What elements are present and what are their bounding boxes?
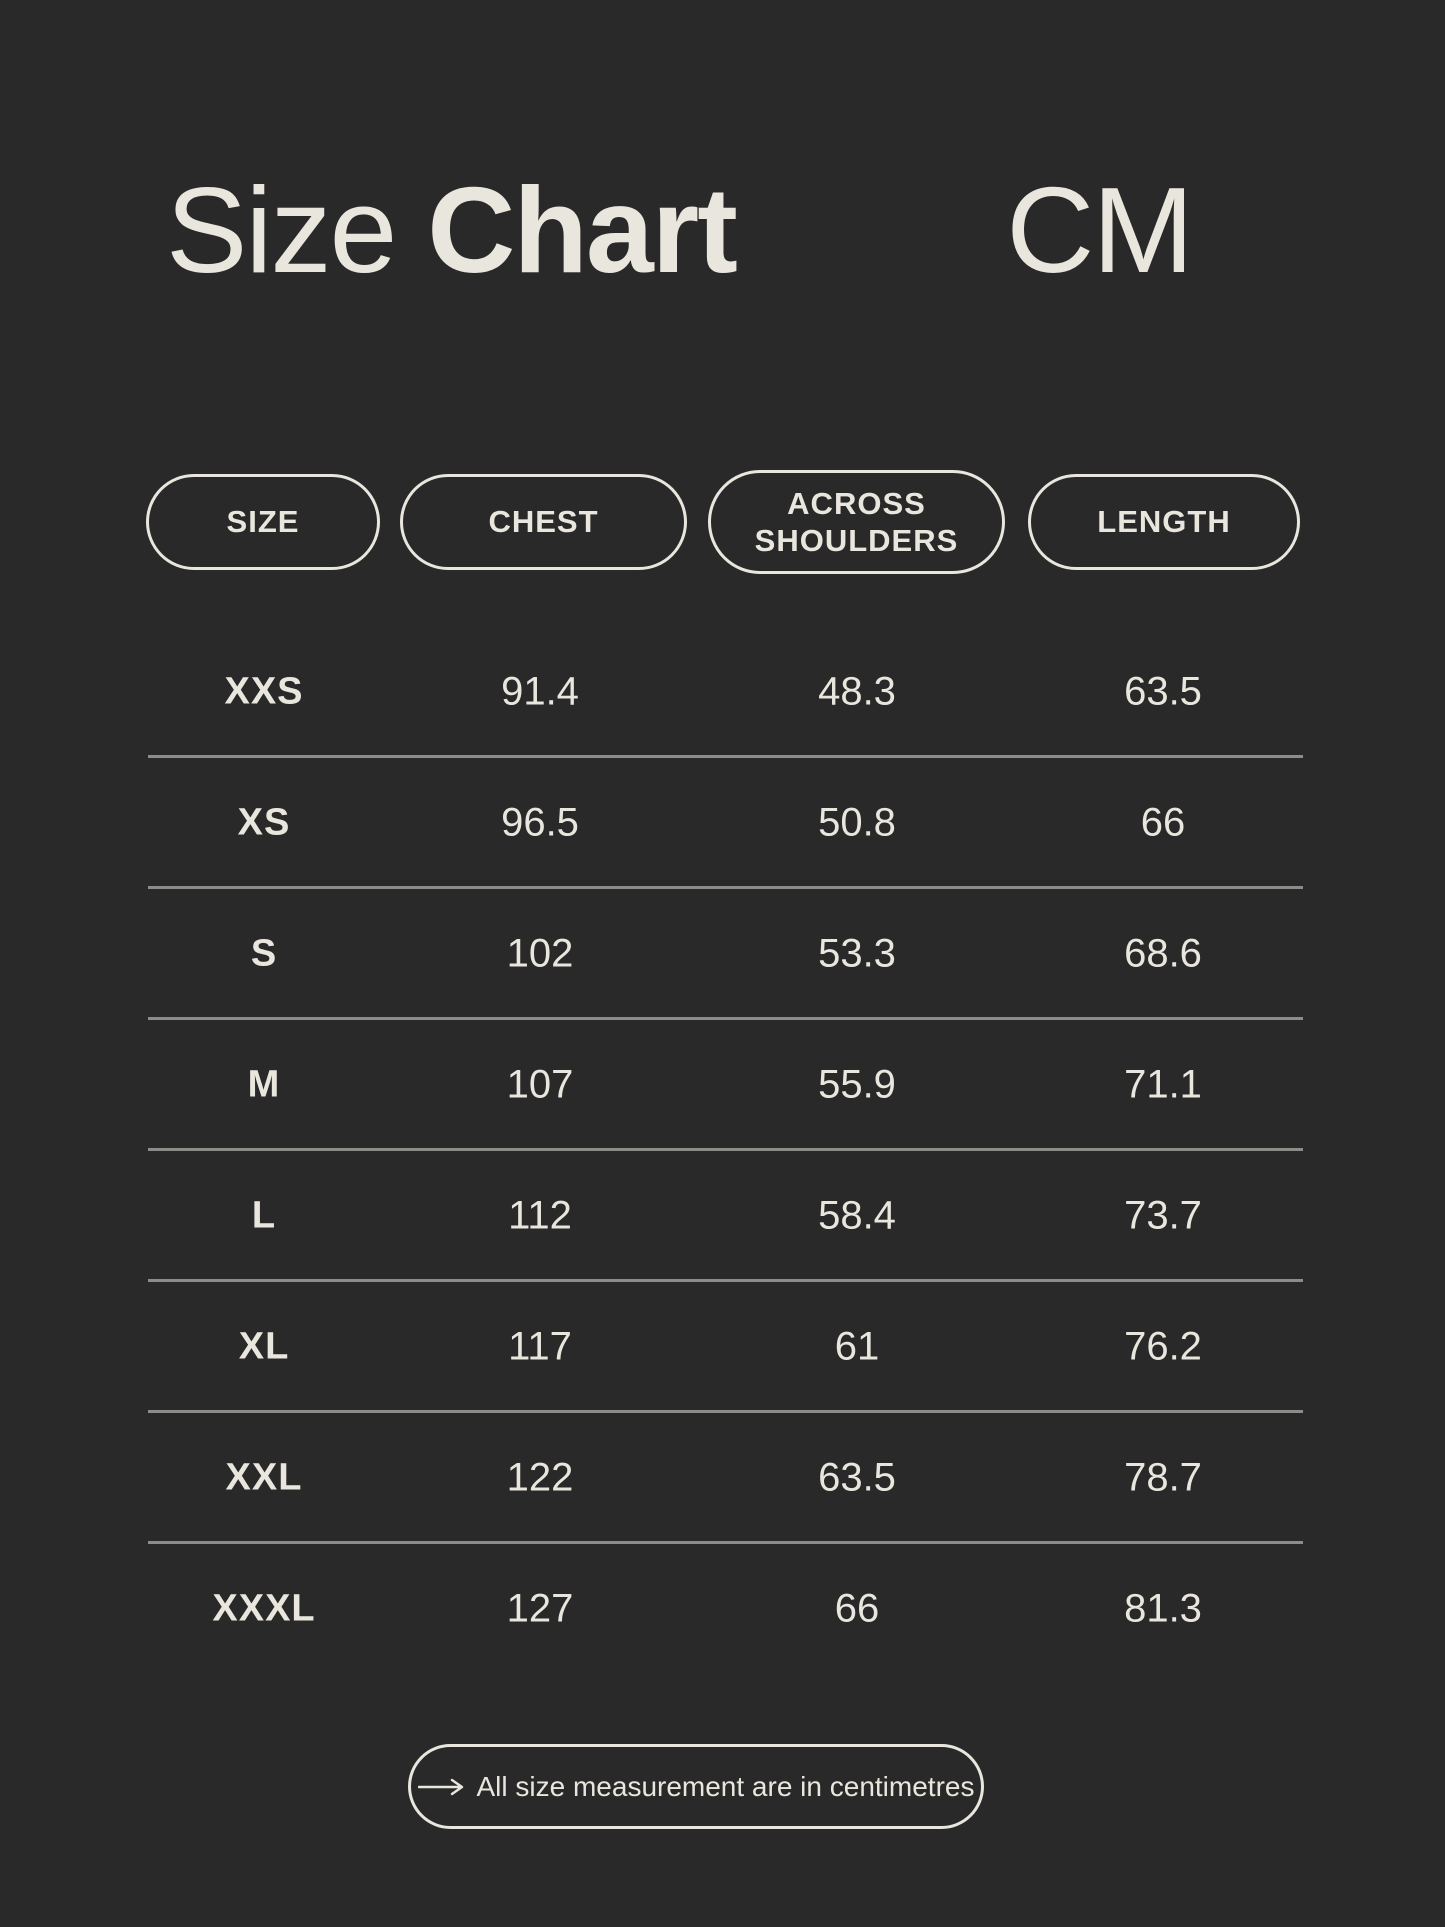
- table-row: L 112 58.4 73.7: [0, 1150, 1445, 1282]
- table-row: XXS 91.4 48.3 63.5: [0, 626, 1445, 758]
- row-chest-value: 102: [506, 931, 574, 975]
- table-row: XL 117 61 76.2: [0, 1281, 1445, 1413]
- long-right-arrow-icon: [417, 1778, 463, 1795]
- row-chest-value: 91.4: [501, 669, 579, 713]
- row-chest-value: 117: [508, 1324, 572, 1368]
- column-header-length: LENGTH: [1028, 474, 1300, 570]
- row-chest-value: 107: [506, 1062, 574, 1106]
- footnote-pill: All size measurement are in centimetres: [408, 1744, 984, 1829]
- row-across-shoulders-value: 61: [834, 1324, 880, 1368]
- column-header-across-shoulders-label: ACROSS SHOULDERS: [754, 485, 959, 558]
- table-row: M 107 55.9 71.1: [0, 1019, 1445, 1151]
- column-header-across-shoulders: ACROSS SHOULDERS: [708, 470, 1005, 574]
- column-header-chest: CHEST: [400, 474, 687, 570]
- column-header-length-label: LENGTH: [1097, 504, 1231, 540]
- table-row: S 102 53.3 68.6: [0, 888, 1445, 1020]
- header: Size Chart CM: [166, 162, 1194, 298]
- row-length-value: 63.5: [1124, 669, 1202, 713]
- column-header-size-label: SIZE: [226, 504, 300, 540]
- row-chest-value: 112: [508, 1193, 572, 1237]
- row-across-shoulders-value: 50.8: [818, 800, 896, 844]
- title-word-chart: Chart: [427, 162, 738, 298]
- row-length-value: 71.1: [1124, 1062, 1202, 1106]
- column-header-size: SIZE: [146, 474, 380, 570]
- table-row: XXL 122 63.5 78.7: [0, 1412, 1445, 1544]
- row-length-value: 73.7: [1124, 1193, 1202, 1237]
- row-across-shoulders-value: 66: [834, 1586, 880, 1630]
- row-size-label: L: [251, 1194, 277, 1236]
- row-size-label: S: [250, 932, 278, 974]
- footnote-text: All size measurement are in centimetres: [476, 1770, 975, 1802]
- row-across-shoulders-value: 63.5: [818, 1455, 896, 1499]
- row-chest-value: 127: [506, 1586, 574, 1630]
- column-header-chest-label: CHEST: [488, 504, 599, 540]
- row-length-value: 66: [1140, 800, 1186, 844]
- row-size-label: XXL: [225, 1456, 303, 1498]
- row-chest-value: 122: [506, 1455, 574, 1499]
- row-length-value: 81.3: [1124, 1586, 1202, 1630]
- table-row: XXXL 127 66 81.3: [0, 1543, 1445, 1674]
- page-title: Size Chart: [166, 162, 738, 298]
- unit-label: CM: [1006, 162, 1194, 298]
- row-across-shoulders-value: 58.4: [818, 1193, 896, 1237]
- row-length-value: 76.2: [1124, 1324, 1202, 1368]
- row-length-value: 78.7: [1124, 1455, 1202, 1499]
- row-length-value: 68.6: [1124, 931, 1202, 975]
- title-word-size: Size: [166, 162, 397, 298]
- row-size-label: XXXL: [212, 1587, 316, 1629]
- row-size-label: XL: [238, 1325, 290, 1367]
- row-size-label: XS: [237, 801, 291, 843]
- row-across-shoulders-value: 48.3: [818, 669, 896, 713]
- table-row: XS 96.5 50.8 66: [0, 757, 1445, 889]
- row-chest-value: 96.5: [501, 800, 579, 844]
- row-size-label: M: [247, 1063, 281, 1105]
- size-table: XXS 91.4 48.3 63.5 XS 96.5 50.8 66 S 102…: [0, 626, 1445, 1674]
- row-size-label: XXS: [224, 670, 304, 712]
- row-across-shoulders-value: 55.9: [818, 1062, 896, 1106]
- row-across-shoulders-value: 53.3: [818, 931, 896, 975]
